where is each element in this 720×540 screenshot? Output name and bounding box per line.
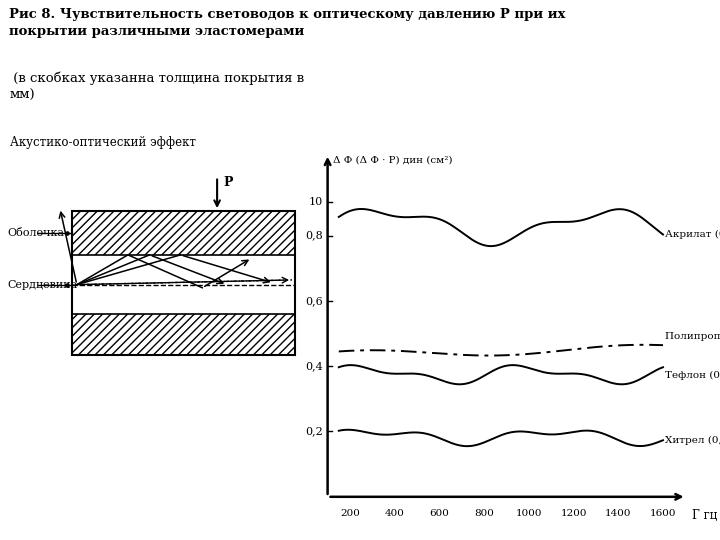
Text: Сердцевина: Сердцевина: [7, 280, 78, 289]
Text: Рис 8. Чувствительность световодов к оптическому давлению Р при их
покрытии разл: Рис 8. Чувствительность световодов к опт…: [9, 8, 566, 38]
Text: 400: 400: [384, 509, 405, 518]
Text: 10: 10: [309, 197, 323, 207]
Text: Акустико-оптический эффект: Акустико-оптический эффект: [10, 136, 197, 149]
Bar: [72, 314, 295, 355]
Text: 800: 800: [474, 509, 494, 518]
Text: Тефлон (0,69): Тефлон (0,69): [665, 371, 720, 380]
Text: Оболочка: Оболочка: [7, 228, 64, 238]
Text: 0,8: 0,8: [305, 231, 323, 240]
Text: 600: 600: [429, 509, 449, 518]
Text: (в скобках указанна толщина покрытия в
мм): (в скобках указанна толщина покрытия в м…: [9, 71, 305, 102]
Text: Хитрел (0,5): Хитрел (0,5): [665, 436, 720, 445]
Text: 0,6: 0,6: [305, 296, 323, 306]
Text: 0,2: 0,2: [305, 427, 323, 436]
Text: P: P: [223, 177, 233, 190]
Text: 1400: 1400: [605, 509, 631, 518]
Text: 1600: 1600: [649, 509, 676, 518]
Text: Г гц: Г гц: [692, 509, 717, 522]
Text: 0,4: 0,4: [305, 361, 323, 371]
Bar: [72, 211, 295, 355]
Text: Δ Φ (Δ Φ · P) дин (см²): Δ Φ (Δ Φ · P) дин (см²): [333, 156, 453, 165]
Text: 1200: 1200: [560, 509, 587, 518]
Text: 200: 200: [340, 509, 360, 518]
Text: 1000: 1000: [516, 509, 542, 518]
Bar: [72, 211, 295, 255]
Text: Акрилат (0,5): Акрилат (0,5): [665, 230, 720, 239]
Text: Полипропилен (0,62): Полипропилен (0,62): [665, 332, 720, 341]
